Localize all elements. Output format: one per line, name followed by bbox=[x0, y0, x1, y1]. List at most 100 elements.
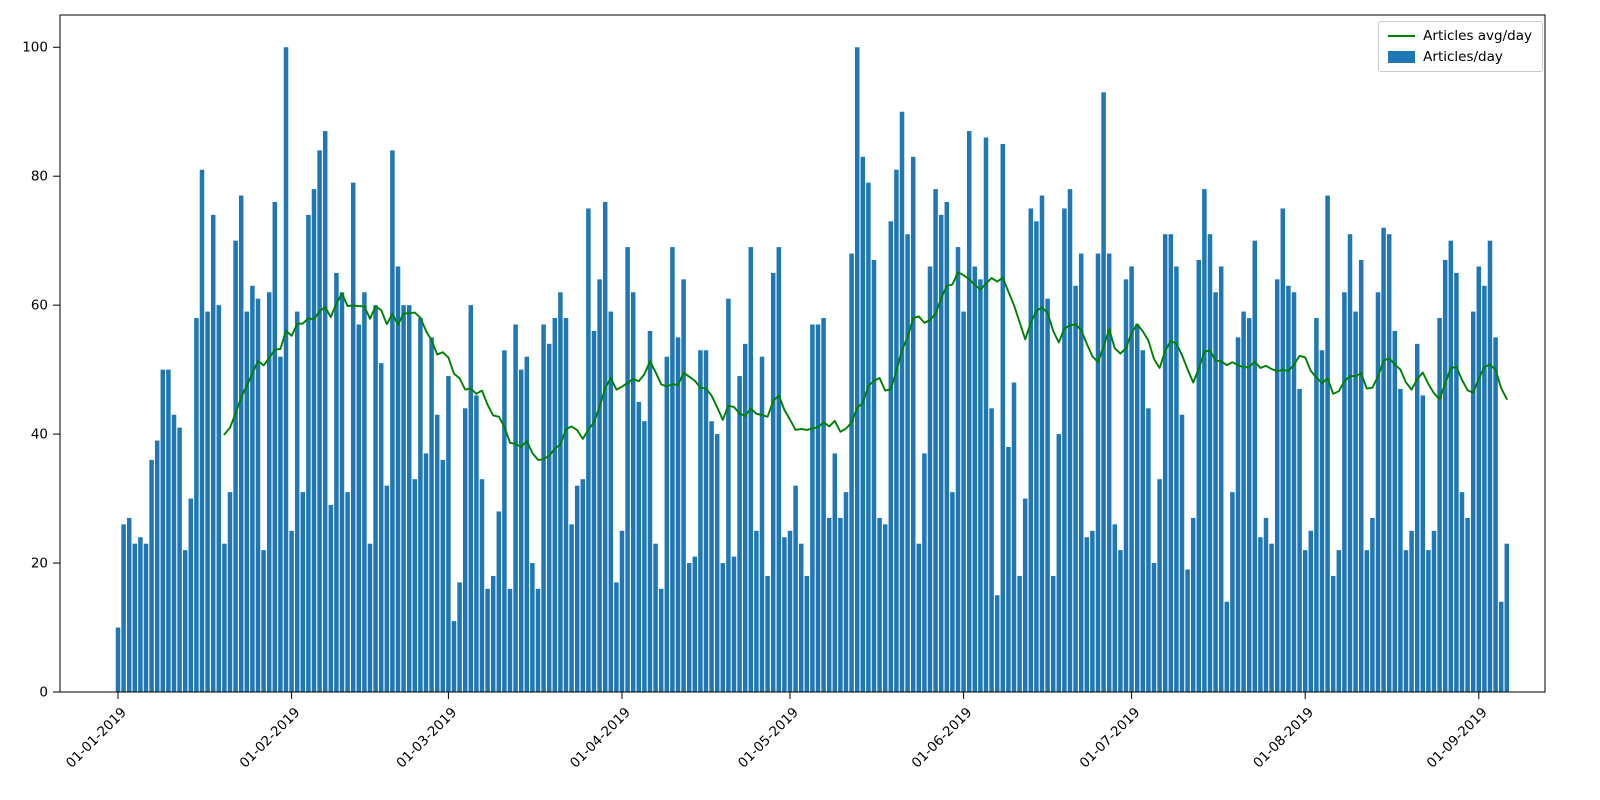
legend-label-avg: Articles avg/day bbox=[1423, 28, 1532, 44]
bar bbox=[412, 479, 418, 692]
bar bbox=[815, 324, 821, 692]
bar bbox=[1084, 537, 1090, 692]
bar bbox=[199, 169, 205, 693]
bar bbox=[1403, 550, 1409, 692]
bar-patch-swatch-icon bbox=[1388, 51, 1416, 63]
bar bbox=[692, 556, 698, 692]
bar bbox=[468, 305, 474, 692]
legend-item-avg: Articles avg/day bbox=[1388, 28, 1532, 44]
legend-label-bars: Articles/day bbox=[1423, 49, 1503, 65]
bar bbox=[849, 253, 854, 692]
bar bbox=[798, 543, 804, 692]
bar bbox=[496, 511, 502, 692]
bar bbox=[429, 337, 434, 692]
bar bbox=[1386, 234, 1392, 692]
bar bbox=[1213, 292, 1218, 692]
bar bbox=[1302, 550, 1308, 692]
bar bbox=[250, 285, 255, 692]
bar bbox=[283, 47, 289, 693]
x-tick-label: 01-08-2019 bbox=[1250, 705, 1317, 772]
bar bbox=[759, 356, 765, 692]
bar bbox=[132, 543, 138, 692]
bar bbox=[205, 311, 210, 692]
bar bbox=[1308, 530, 1314, 692]
bar bbox=[681, 279, 686, 692]
bar bbox=[866, 182, 871, 692]
bar bbox=[994, 595, 1000, 692]
y-tick-label: 40 bbox=[31, 427, 48, 443]
bar bbox=[446, 376, 451, 692]
bar bbox=[384, 485, 390, 692]
bar bbox=[210, 214, 216, 692]
bar bbox=[362, 292, 367, 692]
bar bbox=[227, 492, 233, 692]
bar bbox=[602, 201, 608, 693]
bar bbox=[1235, 337, 1241, 692]
bar bbox=[910, 156, 916, 693]
bar bbox=[905, 234, 910, 692]
bar bbox=[1101, 92, 1106, 693]
bar bbox=[401, 305, 406, 692]
bar bbox=[507, 588, 513, 692]
bar bbox=[535, 588, 541, 692]
bar bbox=[367, 543, 373, 692]
bar bbox=[154, 440, 160, 692]
bar bbox=[166, 369, 171, 692]
bar bbox=[1045, 298, 1050, 692]
bar bbox=[888, 221, 894, 692]
bar bbox=[373, 305, 378, 692]
bar bbox=[1022, 498, 1028, 692]
bar bbox=[261, 550, 266, 692]
bar bbox=[1347, 234, 1353, 692]
bar bbox=[502, 350, 507, 692]
bar bbox=[636, 401, 642, 692]
y-tick-label: 0 bbox=[39, 685, 48, 701]
x-tick-label: 01-04-2019 bbox=[567, 705, 634, 772]
bar bbox=[614, 582, 619, 692]
bar bbox=[1358, 260, 1364, 692]
bar bbox=[490, 575, 496, 692]
bar bbox=[1498, 601, 1504, 692]
bar bbox=[1179, 414, 1185, 692]
bar bbox=[1151, 563, 1157, 692]
bar bbox=[742, 343, 748, 692]
bar bbox=[1426, 550, 1431, 692]
bar bbox=[328, 505, 334, 692]
bar bbox=[423, 453, 429, 692]
bar bbox=[552, 318, 558, 692]
legend-item-bars: Articles/day bbox=[1388, 49, 1532, 65]
bar bbox=[961, 311, 966, 692]
x-tick-label: 01-02-2019 bbox=[237, 705, 304, 772]
bar bbox=[933, 189, 938, 692]
bar bbox=[726, 298, 731, 692]
bar bbox=[300, 492, 306, 692]
bar bbox=[955, 247, 961, 693]
bar bbox=[832, 453, 838, 692]
bar bbox=[306, 214, 311, 692]
bar bbox=[1286, 285, 1291, 692]
bar bbox=[854, 47, 860, 693]
bar bbox=[457, 582, 462, 692]
bar bbox=[1246, 318, 1252, 692]
bar bbox=[1140, 350, 1146, 692]
bar bbox=[395, 266, 401, 692]
bar bbox=[1073, 285, 1078, 692]
bar bbox=[1442, 260, 1448, 692]
bar bbox=[782, 537, 787, 692]
bar bbox=[821, 318, 826, 692]
bar bbox=[418, 318, 423, 692]
bar bbox=[966, 131, 972, 692]
bar bbox=[737, 376, 742, 692]
bar bbox=[776, 247, 782, 693]
bar bbox=[1487, 240, 1493, 693]
x-tick-label: 01-07-2019 bbox=[1077, 705, 1144, 772]
bar bbox=[944, 201, 950, 693]
bar bbox=[1392, 330, 1398, 692]
bar bbox=[664, 356, 670, 692]
bar bbox=[1000, 143, 1006, 692]
bar bbox=[748, 247, 754, 693]
bar bbox=[1230, 492, 1235, 692]
bar bbox=[530, 563, 535, 692]
